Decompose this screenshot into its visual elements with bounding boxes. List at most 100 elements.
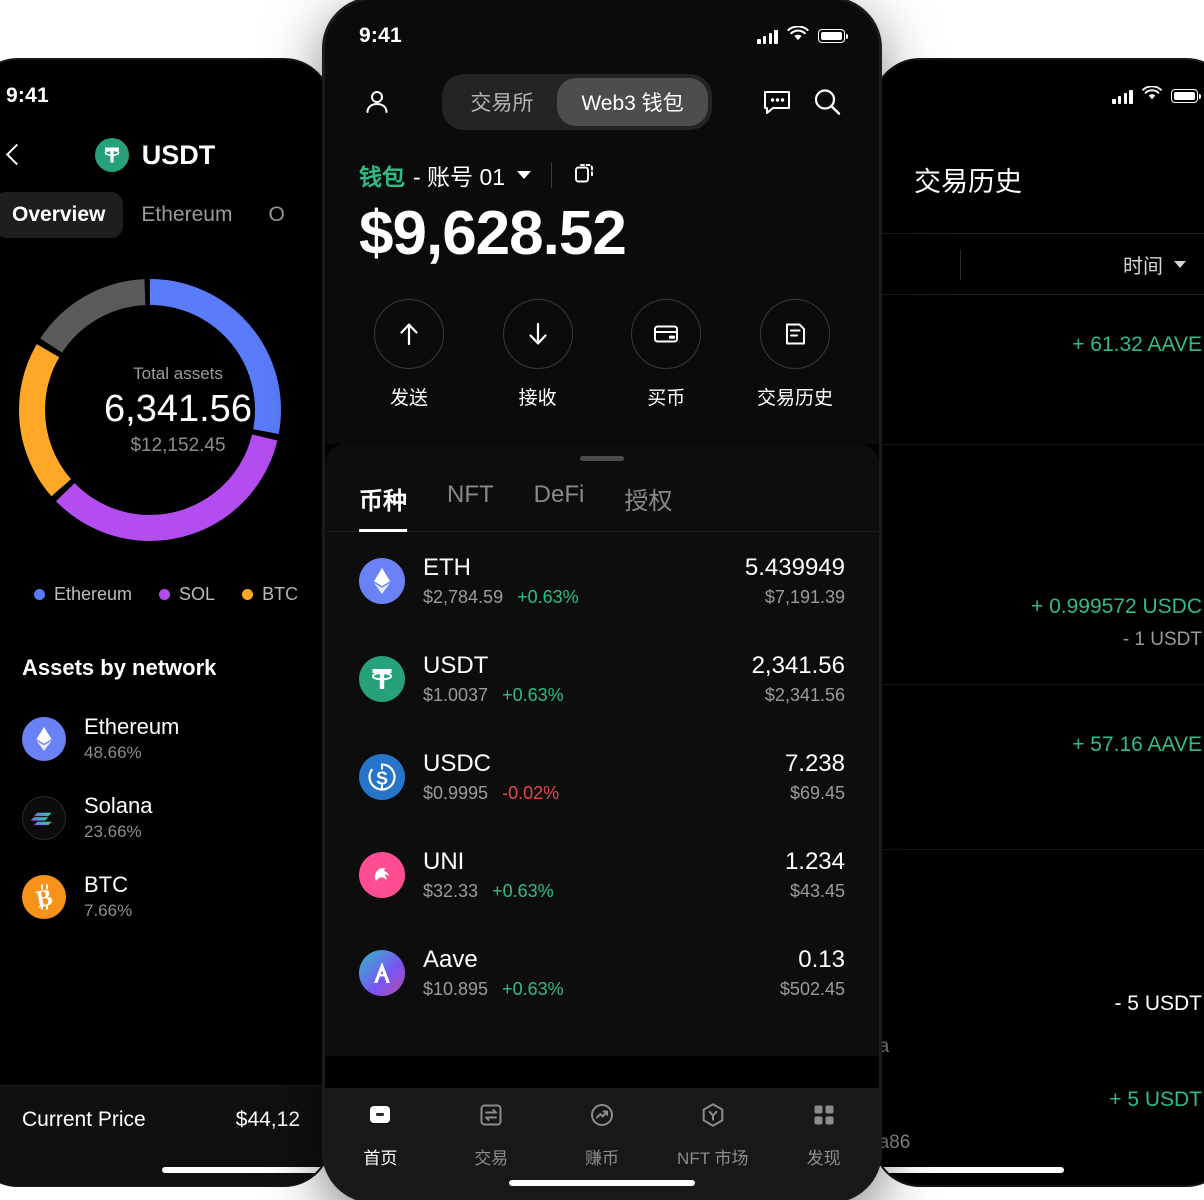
legend-item-btc: BTC — [242, 584, 298, 605]
token-change: +0.63% — [517, 587, 579, 607]
token-change: +0.63% — [492, 881, 554, 901]
tab-approvals[interactable]: 授权 — [624, 488, 673, 515]
wallet-divider — [551, 162, 553, 188]
legend-dot-ethereum — [34, 589, 45, 600]
tab-nft[interactable]: NFT — [447, 481, 494, 508]
donut-center-value: 6,341.56 — [104, 387, 252, 430]
tab-defi[interactable]: DeFi — [533, 481, 585, 508]
action-label: 发送 — [389, 388, 428, 409]
donut-center: Total assets 6,341.56 $12,152.45 — [0, 260, 300, 560]
earn-trend-icon — [587, 1100, 617, 1135]
tab-ethereum[interactable]: Ethereum — [141, 203, 233, 226]
table-row[interactable]: + 61.32 AAVE — [874, 295, 1204, 445]
token-amounts: 5.439949 $7,191.39 — [745, 554, 845, 608]
status-icons — [757, 24, 848, 47]
list-item[interactable]: USDT $1.0037 +0.63% 2,341.56 $2,341.56 — [359, 630, 845, 728]
wallet-selector[interactable]: 钱包 - 账号 01 — [325, 132, 879, 192]
token-change: +0.63% — [502, 979, 564, 999]
tab-discover[interactable]: 发现 — [776, 1100, 872, 1169]
token-name: USDC — [423, 750, 492, 777]
action-history[interactable]: 交易历史 — [747, 299, 843, 410]
list-item[interactable]: UNI $32.33 +0.63% 1.234 $43.45 — [359, 826, 845, 924]
list-item[interactable]: S USDC $0.9995 -0.02% 7.238 — [359, 728, 845, 826]
chat-bubble-icon[interactable] — [759, 84, 795, 120]
table-row[interactable]: - 5 USDT 0a — [874, 850, 1204, 1057]
segment-track: 交易所 Web3 钱包 — [442, 74, 712, 130]
action-buy[interactable]: 买币 — [618, 299, 714, 410]
action-send[interactable]: 发送 — [361, 299, 457, 410]
tab-coins[interactable]: 币种 — [359, 481, 407, 532]
tether-icon — [359, 656, 405, 702]
tab-nft-market[interactable]: NFT 市场 — [665, 1100, 761, 1169]
donut-center-label: Total assets — [133, 363, 223, 383]
right-phone-transaction-history: 交易历史 时间 + 61.32 AAVE + 0.999572 USDC - 1… — [874, 60, 1204, 1185]
legend-dot-btc — [242, 589, 254, 600]
home-indicator — [874, 1167, 1064, 1173]
tx-hash-fragment: ba86 — [874, 1132, 911, 1153]
token-price: $0.9995 — [423, 783, 489, 803]
network-row-solana[interactable]: Solana 23.66% — [0, 778, 330, 857]
tx-amount: + 5 USDT — [1109, 1088, 1202, 1111]
token-info: Aave $10.895 +0.63% — [423, 946, 762, 1000]
tab-other[interactable]: O — [268, 203, 285, 226]
table-row[interactable]: + 57.16 AAVE — [874, 685, 1204, 850]
swap-icon — [476, 1100, 506, 1135]
arrow-up-icon — [374, 299, 444, 369]
network-row-btc[interactable]: B BTC 7.66% — [0, 857, 330, 936]
tab-overview[interactable]: Overview — [0, 192, 124, 238]
token-info: UNI $32.33 +0.63% — [423, 848, 767, 902]
mid-phone-web3-wallet: 9:41 — [325, 0, 879, 1200]
legend-item-sol: SOL — [159, 584, 215, 605]
filter-time-label[interactable]: 时间 — [1123, 255, 1163, 278]
token-name: ETH — [423, 554, 471, 581]
network-list: Ethereum 48.66% Solana — [0, 681, 330, 936]
sheet-grabber[interactable] — [580, 456, 624, 461]
svg-text:S: S — [376, 769, 388, 789]
tether-icon — [94, 138, 129, 172]
status-clock: 9:41 — [359, 24, 402, 47]
credit-card-icon — [631, 299, 702, 369]
token-value: $43.45 — [789, 881, 845, 901]
filter-divider — [960, 250, 961, 280]
token-info: USDT $1.0037 +0.63% — [423, 652, 734, 706]
uniswap-icon — [359, 852, 405, 898]
donut-slice-btc — [19, 279, 281, 541]
token-quantity: 7.238 — [784, 750, 845, 777]
token-change: +0.63% — [502, 685, 564, 705]
asset-title: USDT — [10, 138, 300, 172]
tx-secondary: - 1 USDT — [1122, 629, 1202, 650]
list-item[interactable]: Aave $10.895 +0.63% 0.13 $502.45 — [359, 924, 845, 1022]
left-tab-strip: Overview Ethereum O — [0, 180, 330, 238]
action-receive[interactable]: 接收 — [490, 299, 586, 410]
network-row-ethereum[interactable]: Ethereum 48.66% — [0, 699, 330, 778]
tx-amount: + 61.32 AAVE — [1072, 333, 1202, 356]
token-change: -0.02% — [502, 783, 560, 803]
svg-text:B: B — [34, 884, 55, 913]
segment-exchange[interactable]: 交易所 — [470, 92, 534, 115]
token-name: USDT — [423, 652, 489, 679]
battery-icon — [818, 29, 848, 43]
token-price-row: $2,784.59 +0.63% — [423, 587, 727, 608]
legend-label-btc: BTC — [262, 584, 299, 604]
legend-item-ethereum: Ethereum — [34, 584, 132, 605]
chevron-down-icon[interactable] — [517, 171, 532, 179]
tab-home[interactable]: 首页 — [332, 1100, 428, 1169]
person-icon[interactable] — [359, 84, 395, 120]
network-name: Ethereum — [84, 714, 180, 739]
mid-status-bar: 9:41 — [325, 0, 879, 58]
action-label: 接收 — [518, 388, 557, 409]
cellular-signal-icon — [757, 29, 778, 44]
token-quantity: 0.13 — [798, 946, 845, 973]
copy-icon[interactable] — [572, 160, 598, 191]
table-row[interactable]: + 5 USDT ba86 — [874, 1050, 1204, 1170]
chevron-down-icon[interactable] — [1174, 260, 1186, 268]
tab-trade[interactable]: 交易 — [443, 1100, 539, 1169]
table-row[interactable]: + 0.999572 USDC - 1 USDT — [874, 445, 1204, 685]
ethereum-icon — [359, 558, 405, 604]
chevron-left-icon[interactable] — [2, 144, 24, 166]
segment-web3-wallet[interactable]: Web3 钱包 — [557, 78, 708, 126]
search-icon[interactable] — [809, 84, 845, 120]
tab-earn[interactable]: 赚币 — [554, 1100, 650, 1169]
list-item[interactable]: ETH $2,784.59 +0.63% 5.439949 $7,191.39 — [359, 532, 845, 630]
aave-icon — [359, 950, 405, 996]
